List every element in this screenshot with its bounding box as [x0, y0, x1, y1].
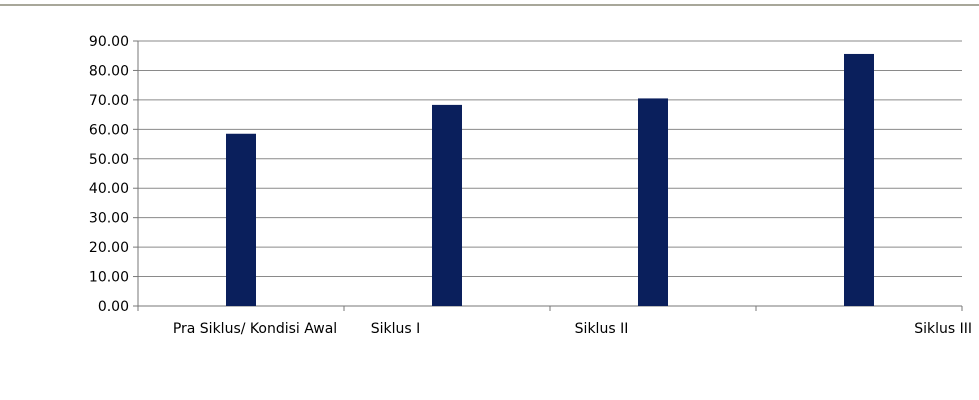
bars	[226, 53, 874, 307]
y-tick-label: 40.00	[89, 181, 129, 197]
bar	[638, 98, 668, 307]
y-tick-label: 0.00	[98, 299, 129, 315]
y-tick-label: 20.00	[89, 240, 129, 256]
x-tick-label: Pra Siklus/ Kondisi Awal	[173, 321, 337, 337]
y-tick-label: 90.00	[89, 34, 129, 50]
y-tick-label: 30.00	[89, 211, 129, 227]
x-tick-label: Siklus III	[914, 321, 972, 337]
bar	[226, 133, 256, 306]
x-axis-tick-labels: Pra Siklus/ Kondisi Awal Siklus I Siklus I…	[173, 321, 972, 337]
y-axis-tick-labels: 0.00 10.00 20.00 30.00 40.00 50.00 60.00 70.00 8…	[89, 34, 129, 315]
x-tick-label: Siklus I	[371, 321, 421, 337]
y-tick-label: 10.00	[89, 270, 129, 286]
bar	[432, 104, 462, 307]
axes	[133, 40, 963, 311]
y-tick-label: 80.00	[89, 63, 129, 79]
y-tick-label: 70.00	[89, 93, 129, 109]
gridlines	[138, 40, 962, 278]
bar	[844, 53, 874, 307]
y-tick-label: 60.00	[89, 122, 129, 138]
x-tick-label: Siklus II	[575, 321, 629, 337]
y-tick-label: 50.00	[89, 152, 129, 168]
